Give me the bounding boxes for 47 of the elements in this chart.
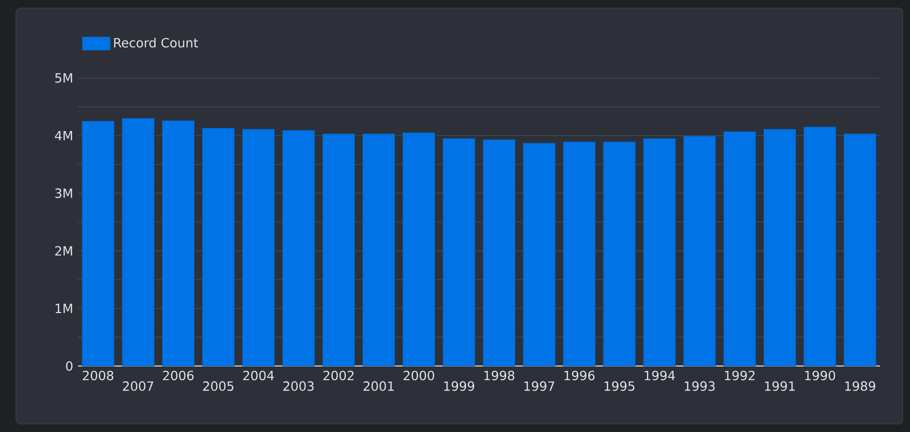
x-tick-label: 2008: [82, 370, 114, 380]
bar: [242, 128, 275, 366]
y-tick-label: 1M: [56, 304, 72, 314]
bar: [522, 142, 556, 366]
x-tick-label: 1991: [765, 381, 795, 391]
bar: [282, 130, 315, 366]
x-tick-label: 2004: [243, 370, 274, 380]
x-tick-label: 1996: [564, 370, 595, 380]
bar: [362, 134, 396, 366]
y-tick-label: 4M: [54, 130, 72, 140]
x-tick-label: 1993: [684, 381, 715, 391]
y-tick-label: 2M: [55, 246, 72, 256]
x-tick-label: 2000: [404, 370, 434, 380]
bar: [442, 138, 476, 366]
x-tick-label: 2001: [364, 381, 394, 391]
bar: [482, 139, 516, 366]
text: Record Count: [114, 38, 198, 48]
bar: [162, 120, 195, 366]
x-tick-label: 1990: [805, 370, 836, 380]
x-tick-label: 1995: [604, 381, 634, 391]
x-tick-label: 1989: [845, 381, 876, 391]
bar: [82, 120, 114, 366]
bar: [603, 142, 636, 366]
x-tick-label: 1992: [724, 370, 755, 380]
x-tick-label: 2005: [203, 381, 234, 391]
x-tick-label: 2007: [122, 381, 154, 391]
bar: [322, 134, 355, 366]
bar: [562, 142, 596, 366]
bar: [402, 132, 436, 366]
bar: [804, 126, 836, 366]
bar: [643, 138, 676, 366]
x-tick-label: 2006: [163, 370, 194, 380]
bar: [763, 128, 796, 366]
x-tick-label: 1997: [524, 381, 554, 391]
x-tick-label: 1998: [484, 370, 514, 380]
bar: [844, 134, 876, 366]
bar: [683, 136, 716, 366]
bar: [202, 128, 235, 366]
bar: [723, 131, 756, 366]
x-tick-label: 2002: [323, 370, 354, 380]
y-tick-label: 3M: [55, 188, 72, 198]
y-tick-label: 5M: [55, 73, 72, 83]
x-tick-label: 1999: [444, 381, 474, 391]
x-tick-label: 2003: [283, 381, 314, 391]
y-tick-label: 0: [66, 361, 72, 371]
x-tick-label: 1994: [644, 370, 675, 380]
bar: [122, 118, 154, 366]
